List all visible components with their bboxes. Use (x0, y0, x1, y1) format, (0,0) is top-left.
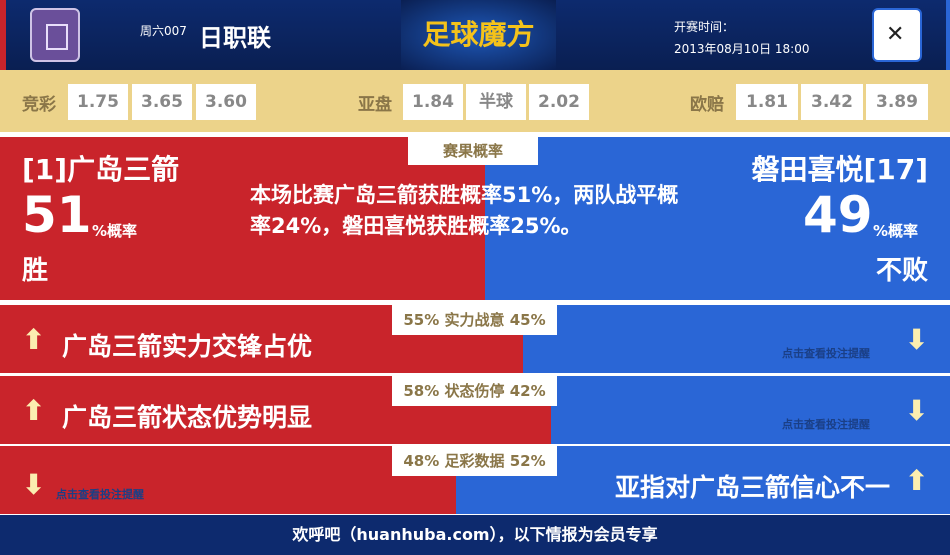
betting-tip-link[interactable]: 点击查看投注提醒 (782, 418, 870, 431)
away-panel (485, 137, 950, 300)
analysis-row[interactable]: 58% 状态伤停 42% ⬆ 广岛三箭状态优势明显 点击查看投注提醒 ⬇ (0, 376, 950, 444)
analysis-row[interactable]: 55% 实力战意 45% ⬆ 广岛三箭实力交锋占优 点击查看投注提醒 ⬇ (0, 305, 950, 373)
row-label: 55% 实力战意 45% (392, 305, 557, 335)
betting-tip-link[interactable]: 点击查看投注提醒 (782, 347, 870, 360)
home-team-logo (30, 8, 80, 62)
odds-value: 2.02 (529, 84, 589, 120)
oz-label: 欧赔 (690, 95, 724, 115)
arrow-down-icon[interactable]: ⬇ (905, 323, 929, 356)
kickoff-time: 2013年08月10日 18:00 (674, 42, 810, 56)
away-team-logo (872, 8, 922, 62)
odds-value: 1.84 (403, 84, 463, 120)
away-result: 不败 (875, 256, 928, 286)
analysis-row[interactable]: 48% 足彩数据 52% ⬇ 点击查看投注提醒 亚指对广岛三箭信心不一 ⬆ (0, 446, 950, 514)
odds-value: 半球 (466, 84, 526, 120)
row-conclusion: 广岛三箭状态优势明显 (62, 403, 313, 432)
odds-value: 3.42 (801, 84, 863, 120)
odds-bar: 竞彩 1.75 3.65 3.60 亚盘 1.84 半球 2.02 欧赔 1.8… (0, 70, 950, 132)
arrow-down-icon[interactable]: ⬇ (905, 394, 929, 427)
odds-value: 3.89 (866, 84, 928, 120)
footer-banner: 欢呼吧（huanhuba.com），以下情报为会员专享 (0, 515, 950, 555)
home-percent: 51 (22, 186, 92, 244)
brand-logo: 足球魔方 (401, 0, 556, 70)
home-result: 胜 (22, 256, 49, 286)
away-percent: 49 (803, 186, 873, 244)
home-share-bar (0, 446, 456, 514)
away-percent-unit: %概率 (873, 222, 919, 240)
away-team-name: 磐田喜悦[17] (751, 153, 928, 186)
betting-tip-link[interactable]: 点击查看投注提醒 (56, 488, 144, 501)
home-team-name: [1]广岛三箭 (22, 153, 180, 186)
league-name: 日职联 (199, 24, 271, 52)
arrow-up-icon: ⬆ (22, 323, 46, 356)
tab-result-probability[interactable]: 赛果概率 (408, 137, 538, 165)
kickoff-label: 开赛时间： (674, 20, 735, 34)
arrow-down-icon[interactable]: ⬇ (22, 468, 46, 501)
odds-value: 1.75 (68, 84, 128, 120)
row-conclusion: 广岛三箭实力交锋占优 (62, 332, 313, 361)
row-label: 58% 状态伤停 42% (392, 376, 557, 406)
home-panel (0, 137, 485, 300)
odds-value: 3.65 (132, 84, 192, 120)
yp-label: 亚盘 (358, 95, 392, 115)
odds-value: 1.81 (736, 84, 798, 120)
probability-description: 本场比赛广岛三箭获胜概率51%，两队战平概率24%，磐田喜悦获胜概率25%。 (250, 183, 679, 238)
row-conclusion: 亚指对广岛三箭信心不一 (614, 473, 890, 502)
jc-label: 竞彩 (22, 95, 56, 115)
arrow-up-icon: ⬆ (905, 464, 929, 497)
match-week: 周六007 (140, 24, 187, 38)
home-percent-unit: %概率 (92, 222, 138, 240)
arrow-up-icon: ⬆ (22, 394, 46, 427)
odds-value: 3.60 (196, 84, 256, 120)
row-label: 48% 足彩数据 52% (392, 446, 557, 476)
match-header: 周六007 日职联 足球魔方 开赛时间： 2013年08月10日 18:00 (0, 0, 950, 70)
